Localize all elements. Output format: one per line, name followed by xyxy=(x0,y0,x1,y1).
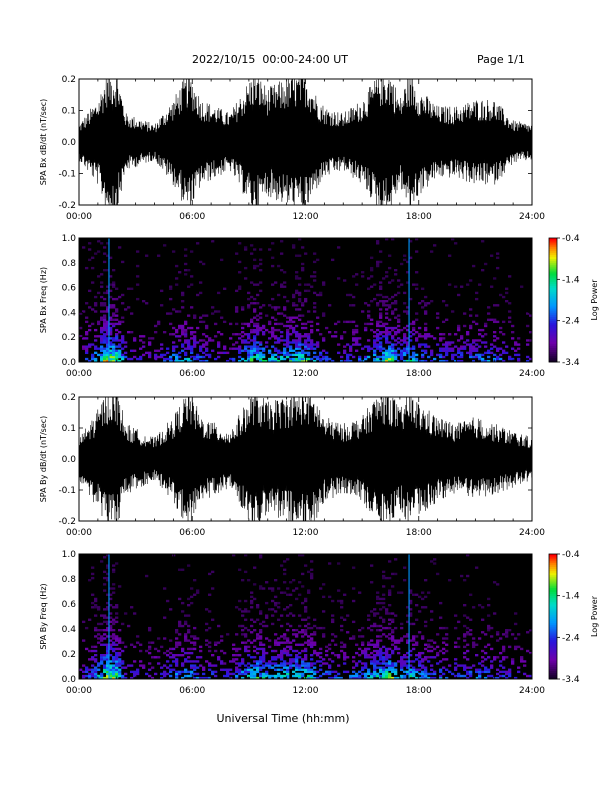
y-axis-label: SPA By Freq (Hz) xyxy=(39,583,48,649)
y-tick-label: 1.0 xyxy=(62,550,77,560)
y-axis-label: SPA Bx dB/dt (nT/sec) xyxy=(39,99,48,186)
panel-3: -0.2 -0.1 0.0 0.1 0.2 00:00 06:00 12:00 18:00 24:… xyxy=(39,393,545,538)
y-tick-label: -0.1 xyxy=(58,486,76,496)
colorbar-tick-label: -1.4 xyxy=(562,592,580,602)
x-tick-label: 24:00 xyxy=(519,212,545,222)
x-tick-label: 18:00 xyxy=(406,212,432,222)
x-tick-label: 18:00 xyxy=(406,686,432,696)
colorbar-tick-label: -3.4 xyxy=(562,358,580,368)
x-tick-label: 12:00 xyxy=(293,212,319,222)
y-tick-label: 0.4 xyxy=(62,308,77,318)
y-tick-label: 0.0 xyxy=(62,358,77,368)
colorbar-tick-label: -0.4 xyxy=(562,550,580,560)
y-tick-label: 0.6 xyxy=(62,600,77,610)
x-tick-label: 18:00 xyxy=(406,369,432,379)
x-tick-label: 00:00 xyxy=(66,686,92,696)
x-tick-label: 06:00 xyxy=(179,212,205,222)
y-tick-label: 0.8 xyxy=(62,259,77,269)
x-tick-label: 00:00 xyxy=(66,528,92,538)
colorbar-tick-label: -0.4 xyxy=(562,234,580,244)
y-axis-label: SPA Bx Freq (Hz) xyxy=(39,267,48,333)
y-tick-label: 0.6 xyxy=(62,284,77,294)
colorbar-label: Log Power xyxy=(590,595,599,637)
x-tick-label: 24:00 xyxy=(519,369,545,379)
colorbar-tick-label: -3.4 xyxy=(562,675,580,685)
y-tick-label: 0.0 xyxy=(62,138,77,148)
x-tick-label: 06:00 xyxy=(179,686,205,696)
y-tick-label: 0.2 xyxy=(62,393,76,403)
x-tick-label: 24:00 xyxy=(519,528,545,538)
y-tick-label: 0.2 xyxy=(62,75,76,85)
page-title: 2022/10/15 00:00-24:00 UT xyxy=(192,53,349,66)
x-tick-label: 12:00 xyxy=(293,686,319,696)
panel-4: 0.0 0.2 0.4 0.6 0.8 1.0 00:00 06:00 12:00 18:00 24… xyxy=(39,550,545,696)
y-tick-label: 0.4 xyxy=(62,625,77,635)
x-axis-label: Universal Time (hh:mm) xyxy=(217,712,350,725)
x-tick-label: 12:00 xyxy=(293,528,319,538)
panel-2: 0.0 0.2 0.4 0.6 0.8 1.0 00:00 06:00 12:00 18:00 24… xyxy=(39,234,545,379)
colorbar: -0.4 -1.4 -2.4 -3.4 Log Power xyxy=(548,234,599,368)
y-tick-label: 0.0 xyxy=(62,455,77,465)
colorbar-tick-label: -2.4 xyxy=(562,633,580,643)
y-tick-label: -0.2 xyxy=(58,201,76,211)
page-number: Page 1/1 xyxy=(477,53,525,66)
colorbar-label: Log Power xyxy=(590,279,599,321)
spectrogram-cells xyxy=(79,238,533,363)
y-tick-label: 0.1 xyxy=(62,424,76,434)
y-tick-label: -0.2 xyxy=(58,517,76,527)
x-tick-label: 06:00 xyxy=(179,369,205,379)
y-tick-label: 0.1 xyxy=(62,107,76,117)
x-tick-label: 18:00 xyxy=(406,528,432,538)
y-tick-label: 0.2 xyxy=(62,333,76,343)
y-axis-label: SPA By dB/dt (nT/sec) xyxy=(39,416,48,503)
y-tick-label: 1.0 xyxy=(62,234,77,244)
y-tick-label: 0.8 xyxy=(62,575,77,585)
colorbar-tick-label: -1.4 xyxy=(562,275,580,285)
panel-1: -0.2 -0.1 0.0 0.1 0.2 00:00 06:00 12:00 18:00 24:… xyxy=(39,75,545,222)
y-tick-label: 0.2 xyxy=(62,650,76,660)
y-tick-label: -0.1 xyxy=(58,170,76,180)
x-tick-label: 24:00 xyxy=(519,686,545,696)
x-tick-label: 00:00 xyxy=(66,212,92,222)
waveform-series xyxy=(79,397,532,521)
spectrogram-cells xyxy=(79,554,533,680)
waveform-series xyxy=(79,79,532,205)
colorbar-tick-label: -2.4 xyxy=(562,317,580,327)
x-tick-label: 00:00 xyxy=(66,369,92,379)
colorbar: -0.4 -1.4 -2.4 -3.4 Log Power xyxy=(548,550,599,685)
y-tick-label: 0.0 xyxy=(62,675,77,685)
x-tick-label: 12:00 xyxy=(293,369,319,379)
x-tick-label: 06:00 xyxy=(179,528,205,538)
